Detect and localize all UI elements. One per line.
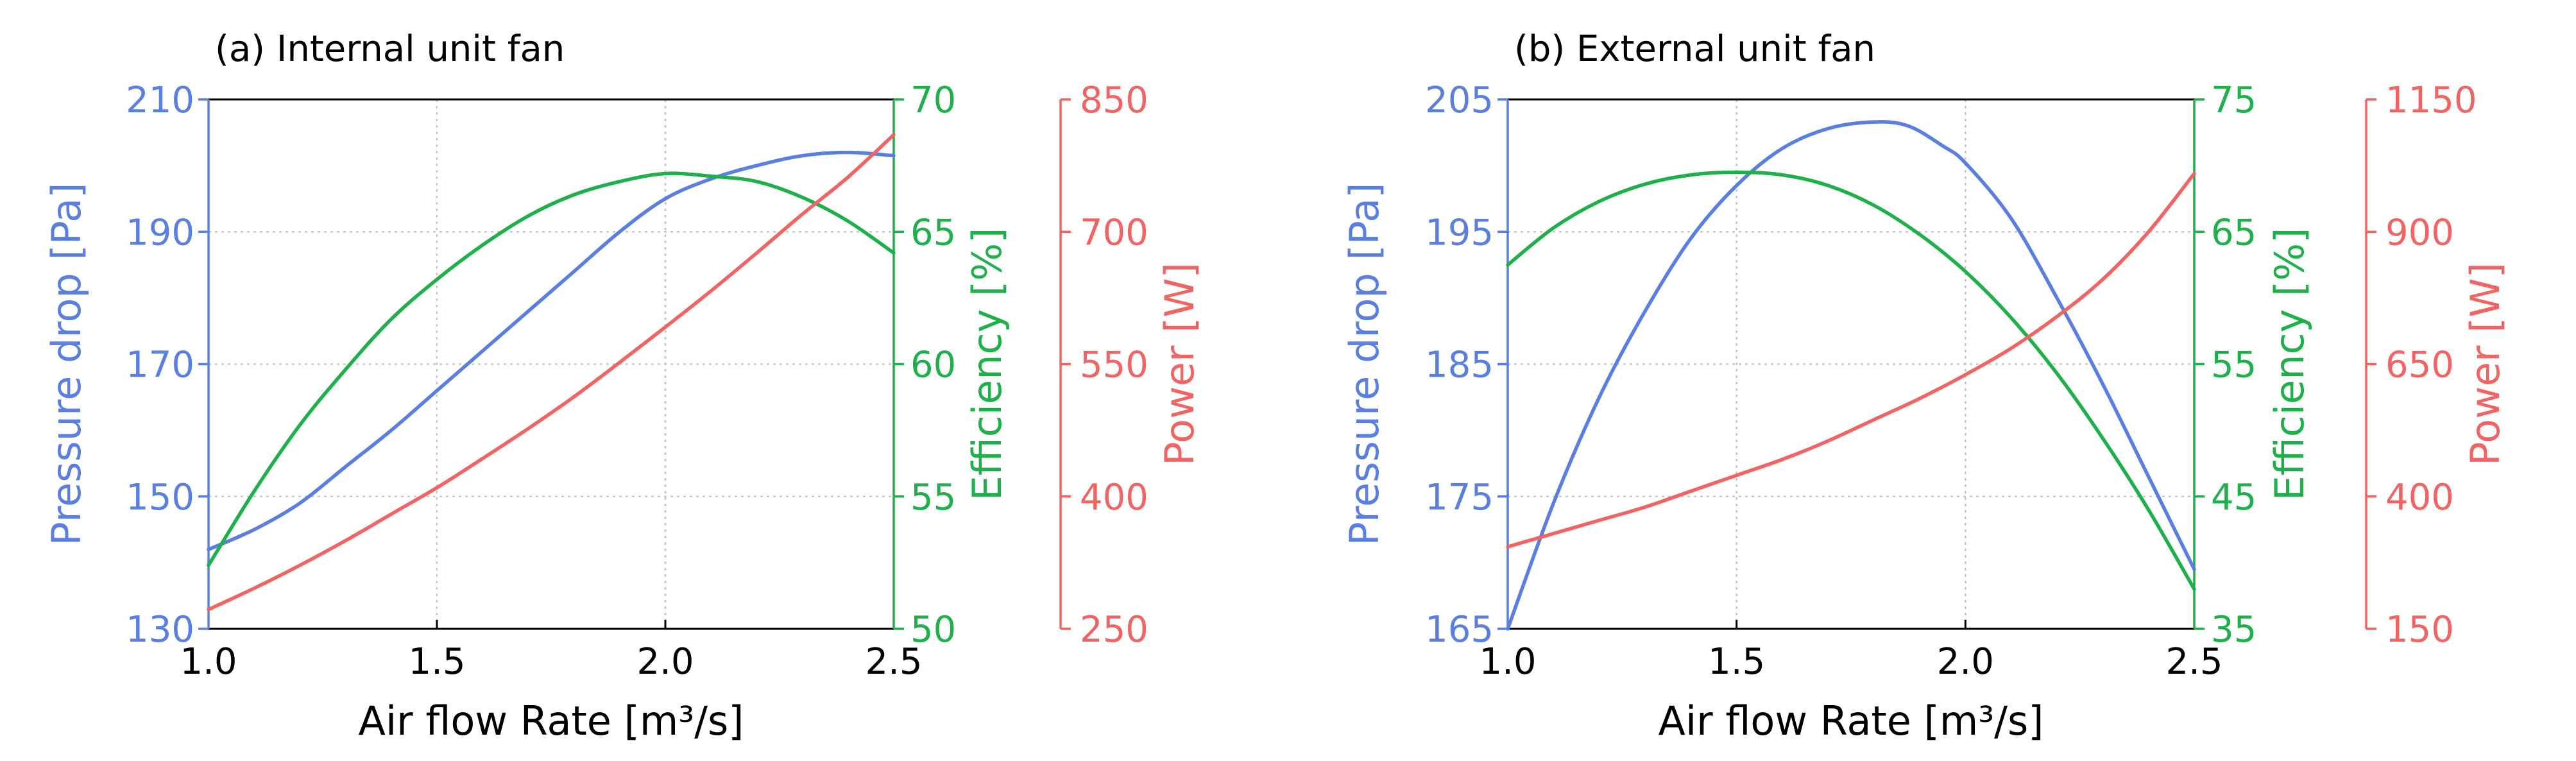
- pressure-tick-label: 165: [1425, 609, 1494, 651]
- x-tick-label: 1.5: [1708, 641, 1765, 683]
- x-tick-label: 2.5: [2165, 641, 2222, 683]
- x-tick-label: 2.5: [865, 641, 922, 683]
- efficiency-axis-title: Efficiency [%]: [2266, 228, 2313, 501]
- panel-external-unit-fan: (b) External unit fan 1.0 1.5 2.0 2.5 Air flo…: [1341, 28, 2509, 744]
- efficiency-tick-label: 50: [910, 609, 956, 651]
- pressure-tick-label: 130: [126, 609, 194, 651]
- power-axis-title: Power [W]: [2462, 262, 2509, 466]
- power-tick-label: 400: [2385, 477, 2454, 518]
- pressure-tick-label: 150: [126, 477, 194, 518]
- pressure-tick-label: 170: [126, 345, 194, 386]
- pressure-series-line: [207, 150, 896, 552]
- pressure-tick-label: 205: [1425, 80, 1494, 121]
- x-tick-label: 1.0: [1479, 641, 1536, 683]
- pressure-tick-label: 185: [1425, 345, 1494, 386]
- x-tick-label: 2.0: [636, 641, 694, 683]
- power-tick-label: 550: [1080, 345, 1148, 386]
- x-axis-title: Air flow Rate [m³/s]: [359, 697, 744, 744]
- efficiency-tick-label: 55: [910, 477, 956, 518]
- power-tick-label: 1150: [2385, 80, 2477, 121]
- power-tick-label: 700: [1080, 212, 1148, 253]
- power-series-line: [207, 133, 896, 611]
- efficiency-tick-label: 70: [910, 80, 956, 121]
- pressure-axis-title: Pressure drop [Pa]: [1341, 183, 1388, 546]
- power-tick-label: 250: [1080, 609, 1148, 651]
- pressure-tick-label: 190: [126, 212, 194, 253]
- efficiency-series-line: [207, 171, 896, 567]
- efficiency-tick-label: 55: [2211, 345, 2256, 386]
- power-tick-label: 850: [1080, 80, 1148, 121]
- efficiency-tick-label: 65: [2211, 212, 2256, 253]
- pressure-axis-title: Pressure drop [Pa]: [43, 183, 90, 546]
- efficiency-series-line: [1506, 170, 2196, 591]
- chart-title: (b) External unit fan: [1514, 28, 1875, 70]
- power-tick-label: 400: [1080, 477, 1148, 518]
- power-tick-label: 900: [2385, 212, 2454, 253]
- x-tick-label: 2.0: [1937, 641, 1994, 683]
- pressure-tick-label: 175: [1425, 477, 1494, 518]
- efficiency-tick-label: 75: [2211, 80, 2256, 121]
- efficiency-tick-label: 65: [910, 212, 956, 253]
- pressure-tick-label: 195: [1425, 212, 1494, 253]
- pressure-tick-label: 210: [126, 80, 194, 121]
- x-tick-label: 1.5: [408, 641, 465, 683]
- x-tick-label: 1.0: [180, 641, 237, 683]
- efficiency-tick-label: 60: [910, 345, 956, 386]
- efficiency-axis-title: Efficiency [%]: [964, 228, 1011, 501]
- power-series-line: [1506, 171, 2196, 549]
- power-axis-title: Power [W]: [1156, 262, 1203, 466]
- power-tick-label: 650: [2385, 345, 2454, 386]
- efficiency-tick-label: 35: [2211, 609, 2256, 651]
- panel-internal-unit-fan: (a) Internal unit fan 1.0 1.5 2.0 2.5 Air flo…: [43, 28, 1203, 744]
- power-tick-label: 150: [2385, 609, 2454, 651]
- efficiency-tick-label: 45: [2211, 477, 2256, 518]
- pressure-series-line: [1506, 120, 2196, 631]
- x-axis-title: Air flow Rate [m³/s]: [1659, 697, 2044, 744]
- chart-title: (a) Internal unit fan: [215, 28, 565, 70]
